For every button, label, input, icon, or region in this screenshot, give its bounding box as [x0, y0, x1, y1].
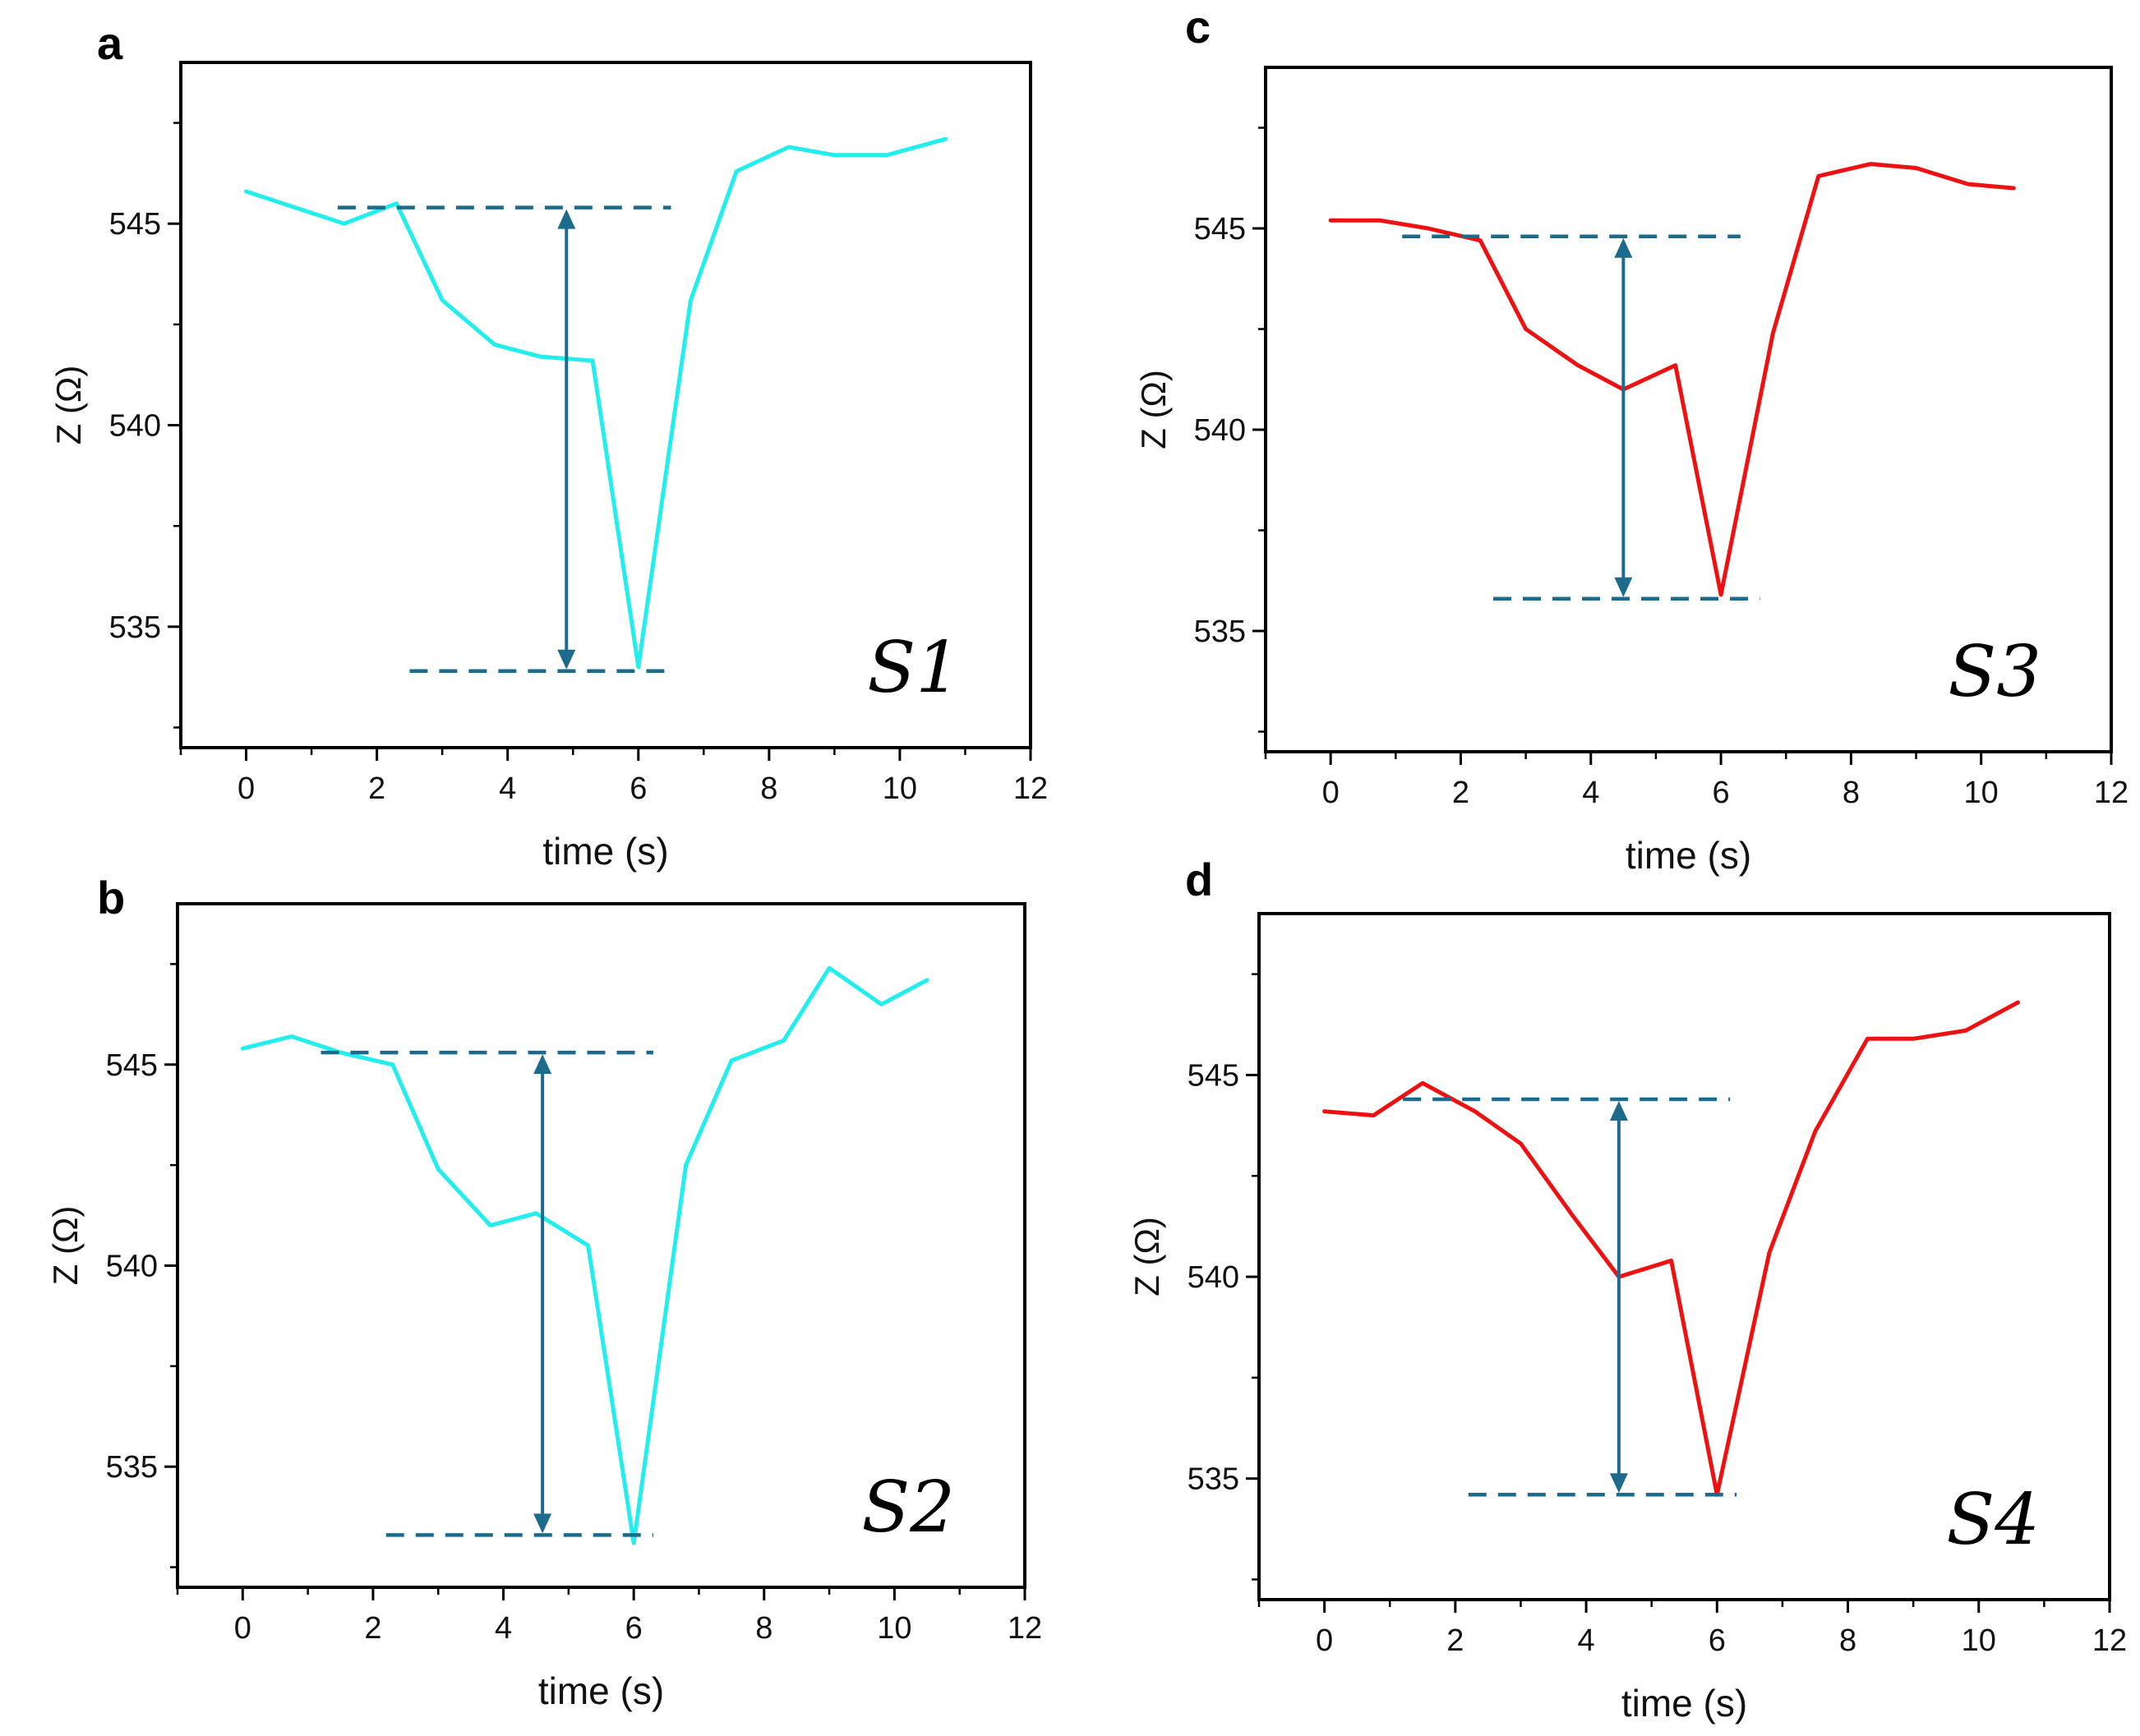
- y-tick-label: 545: [1188, 1058, 1239, 1093]
- x-tick-label: 6: [1713, 776, 1730, 810]
- y-axis-title: Z (Ω): [46, 1206, 85, 1286]
- arrow-head-up: [557, 209, 576, 229]
- x-tick-label: 0: [1316, 1623, 1333, 1658]
- arrow-head-down: [533, 1513, 552, 1534]
- y-tick-label: 535: [1188, 1462, 1239, 1497]
- series-label: S1: [867, 627, 961, 709]
- panel-letter: b: [97, 872, 125, 923]
- x-tick-label: 0: [238, 771, 255, 806]
- series-line-S4: [1322, 1000, 2020, 1497]
- plot-frame: [1264, 66, 2113, 753]
- y-tick-label: 540: [106, 1249, 158, 1283]
- y-axis-title: Z (Ω): [1134, 370, 1173, 449]
- x-tick-label: 12: [1013, 771, 1048, 806]
- x-tick-label: 8: [1843, 776, 1860, 810]
- x-tick-label: 2: [1452, 776, 1469, 810]
- panel-letter: c: [1185, 1, 1211, 53]
- y-axis-title: Z (Ω): [49, 366, 88, 445]
- arrow-head-up: [1614, 237, 1633, 258]
- arrow-head-down: [1609, 1473, 1628, 1494]
- x-tick-label: 0: [234, 1611, 251, 1646]
- plot-frame: [1257, 912, 2111, 1601]
- panel-a: 0 2 4 6 8 10 12 535 540 545 time (s) Z (Ω) a S1: [49, 17, 1048, 873]
- arrow-head-down: [1614, 577, 1633, 597]
- panel-letter: a: [97, 17, 123, 69]
- x-tick-label: 12: [2094, 776, 2128, 810]
- x-tick-label: 6: [1709, 1623, 1726, 1658]
- y-tick-label: 540: [1188, 1260, 1239, 1295]
- series-line-S1: [244, 136, 948, 670]
- arrow-head-up: [1609, 1100, 1628, 1121]
- y-tick-label: 535: [1194, 615, 1246, 649]
- y-tick-label: 535: [106, 1450, 158, 1485]
- y-axis-title: Z (Ω): [1128, 1217, 1166, 1296]
- plot-frame: [176, 902, 1026, 1589]
- x-axis-title: time (s): [1626, 834, 1751, 877]
- arrow-head-down: [557, 649, 576, 670]
- x-tick-label: 6: [625, 1611, 643, 1646]
- panel-letter: d: [1185, 854, 1213, 905]
- x-tick-label: 6: [630, 771, 647, 806]
- y-tick-label: 540: [1194, 413, 1246, 448]
- panel-d: 0 2 4 6 8 10 12 535 540 545 time (s) Z (Ω) d S4: [1128, 854, 2127, 1724]
- y-tick-label: 545: [1194, 212, 1246, 246]
- x-tick-label: 10: [883, 771, 917, 806]
- panel-c: 0 2 4 6 8 10 12 535 540 545 time (s) Z (Ω) c S3: [1134, 1, 2128, 877]
- series-line-S2: [240, 965, 929, 1545]
- x-axis-title: time (s): [538, 1669, 664, 1712]
- x-tick-label: 0: [1322, 776, 1340, 810]
- x-tick-label: 12: [2092, 1623, 2127, 1658]
- series-line-S3: [1328, 162, 2016, 597]
- x-tick-label: 8: [760, 771, 777, 806]
- series-label: S2: [861, 1467, 955, 1549]
- x-tick-label: 4: [499, 771, 516, 806]
- x-tick-label: 8: [755, 1611, 773, 1646]
- y-tick-label: 540: [109, 409, 161, 444]
- y-tick-label: 535: [109, 610, 161, 645]
- x-tick-label: 4: [1578, 1623, 1595, 1658]
- panel-b: 0 2 4 6 8 10 12 535 540 545 time (s) Z (Ω) b S2: [46, 872, 1042, 1712]
- series-label: S4: [1946, 1479, 2040, 1561]
- x-tick-label: 2: [368, 771, 385, 806]
- x-tick-label: 8: [1839, 1623, 1856, 1658]
- x-tick-label: 4: [495, 1611, 512, 1646]
- x-tick-label: 12: [1008, 1611, 1042, 1646]
- x-tick-label: 10: [1964, 776, 1999, 810]
- x-tick-label: 4: [1582, 776, 1599, 810]
- x-axis-title: time (s): [1621, 1682, 1747, 1724]
- x-tick-label: 10: [877, 1611, 911, 1646]
- x-tick-label: 2: [1446, 1623, 1464, 1658]
- y-tick-label: 545: [106, 1048, 158, 1083]
- series-label: S3: [1948, 631, 2041, 713]
- plot-frame: [179, 61, 1032, 749]
- x-axis-title: time (s): [542, 830, 668, 873]
- x-tick-label: 2: [364, 1611, 381, 1646]
- x-tick-label: 10: [1962, 1623, 1996, 1658]
- arrow-head-up: [533, 1054, 552, 1075]
- y-tick-label: 545: [109, 207, 161, 242]
